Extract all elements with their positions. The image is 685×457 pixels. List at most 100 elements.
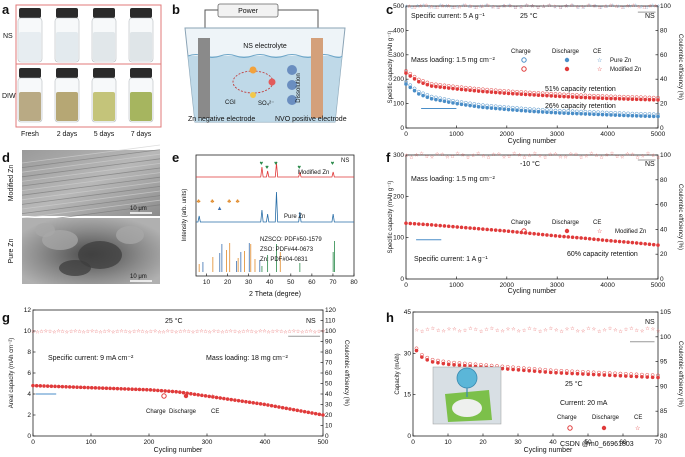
f-ce-pt-25: ☆ <box>533 151 538 157</box>
g-ce-pt-50: ☆ <box>241 329 246 335</box>
c-pure-charge-pt-49 <box>613 111 618 115</box>
f-discharge-pt-39 <box>570 235 575 240</box>
h-charge-pt-17 <box>505 365 510 369</box>
c-pure-charge-pt-23 <box>502 105 507 109</box>
c-mod-charge-pt-50 <box>617 94 622 99</box>
g-discharge-pt-70 <box>288 407 292 411</box>
g-discharge-pt-68 <box>280 405 285 410</box>
f-discharge-pt-32 <box>540 232 545 237</box>
panel-a-frame <box>15 4 162 128</box>
c-pure-ce-pt-36: ☆ <box>610 3 615 9</box>
f-ytick-label-1: 100 <box>393 235 404 242</box>
g-y2tick-label-9: 90 <box>325 339 333 346</box>
g-ce-pt-67: ☆ <box>313 329 318 335</box>
panel-c-ylabel: Specific capacity (mAh g⁻¹) <box>388 31 394 104</box>
g-discharge-pt-29 <box>137 387 142 392</box>
h-ce-pt-28: ☆ <box>565 327 570 333</box>
g-y2tick-label-4: 40 <box>325 391 333 398</box>
c-pure-ce-pt-30: ☆ <box>576 5 581 11</box>
h-charge-pt-12 <box>479 362 483 367</box>
f-ytick-label-3: 300 <box>393 152 404 159</box>
g-ce-pt-60: ☆ <box>283 329 288 335</box>
h-xtick-label-5: 50 <box>584 439 592 446</box>
c-mod-charge-pt-51 <box>621 94 626 99</box>
f-discharge-pt-53 <box>630 240 635 245</box>
c-pure-charge-pt-59 <box>656 112 660 117</box>
f-discharge-pt-38 <box>566 235 571 239</box>
panel-g-xlabel: Cycling number <box>154 447 203 454</box>
g-discharge-pt-47 <box>203 394 208 398</box>
f-ce-pt-44: ☆ <box>630 152 635 158</box>
f-ce-pt-16: ☆ <box>486 155 491 161</box>
c-mod-charge-pt-28 <box>523 90 528 95</box>
h-charge-pt-23 <box>538 367 542 372</box>
g-ce-pt-31: ☆ <box>161 329 166 335</box>
vial-liquid-diw-2 <box>93 92 115 121</box>
panel-d-label: d <box>2 150 10 165</box>
g-discharge-pt-35 <box>159 388 164 393</box>
h-xtick-label-6: 60 <box>619 439 627 446</box>
legend-g-charge: Charge <box>146 409 166 415</box>
f-ce-pt-34: ☆ <box>579 155 584 161</box>
c-mod-charge-pt-38 <box>566 92 571 97</box>
h-y2tick-label-4: 100 <box>660 334 671 341</box>
g-ce-pt-51: ☆ <box>245 329 250 335</box>
legend-h-charge-marker <box>567 425 573 431</box>
panel-f-y2label: Coulombic efficiency (%) <box>677 184 683 250</box>
g-ce-pt-66: ☆ <box>308 329 313 335</box>
c-mod-charge-pt-15 <box>468 86 472 90</box>
h-charge-pt-35 <box>602 370 607 375</box>
g-ce-pt-38: ☆ <box>191 329 196 335</box>
g-discharge-pt-49 <box>211 395 215 399</box>
h-ce-pt-30: ☆ <box>576 328 581 334</box>
c-xtick-label-2: 2000 <box>500 131 515 138</box>
c-pure-charge-pt-29 <box>528 107 532 111</box>
c-pure-charge-pt-25 <box>510 105 515 110</box>
f-ce-pt-39: ☆ <box>605 152 610 158</box>
h-xtick-label-2: 20 <box>479 439 487 446</box>
g-discharge-pt-7 <box>56 384 61 389</box>
f-discharge-pt-16 <box>472 226 477 231</box>
neg-electrode-label: Zn negative electrode <box>188 116 255 123</box>
c-pure-charge-pt-14 <box>463 100 468 105</box>
c-mod-ce-pt-3: ☆ <box>424 3 429 9</box>
vial-liquid-ns-3 <box>130 32 152 61</box>
c-pure-ce-pt-16: ☆ <box>496 5 501 11</box>
c-pure-ce-pt-8: ☆ <box>450 5 455 11</box>
h-charge-pt-2 <box>425 355 430 360</box>
legend-f-charge-marker <box>521 228 527 234</box>
h-charge-pt-25 <box>548 368 553 373</box>
h-charge-pt-24 <box>543 367 548 372</box>
c-pure-ce-pt-2: ☆ <box>415 4 420 10</box>
g-y2tick-label-7: 70 <box>325 360 333 367</box>
f-ce-pt-11: ☆ <box>461 153 466 159</box>
inset-photo <box>432 366 502 425</box>
panel-e: e 10 20 30 40 50 60 70 80♥♥♥♥♥♣ ♣ ♣ ♣▲ NS Modified… <box>172 150 358 298</box>
c-mod-ce-pt-30: ☆ <box>575 5 580 11</box>
c-mod-charge-pt-18 <box>481 87 485 92</box>
c-pure-charge-pt-50 <box>617 111 622 115</box>
f-ce-pt-15: ☆ <box>481 154 486 160</box>
c-mod-charge-pt-22 <box>498 88 502 93</box>
g-discharge-pt-32 <box>148 388 153 392</box>
h-y2tick-label-5: 105 <box>660 309 671 316</box>
c-pure-charge-pt-30 <box>532 107 536 112</box>
f-discharge-pt-5 <box>425 222 430 227</box>
g-discharge-pt-79 <box>321 413 325 417</box>
g-ce-pt-4: ☆ <box>48 329 53 335</box>
c-mod-ce-pt-40: ☆ <box>631 3 636 9</box>
h-charge-pt-34 <box>597 370 601 375</box>
f-ce-pt-45: ☆ <box>635 155 640 161</box>
panel-h-current: Current: 20 mA <box>560 400 608 407</box>
c-pure-charge-pt-58 <box>651 112 656 117</box>
legend-g-discharge: Discharge <box>169 409 197 415</box>
h-charge-pt-1 <box>420 353 424 357</box>
g-discharge-pt-28 <box>133 387 138 392</box>
c-mod-ce-pt-24: ☆ <box>541 4 546 10</box>
legend-f-ce-marker: ☆ <box>597 228 602 235</box>
c-mod-charge-pt-40 <box>574 93 579 97</box>
f-ce-pt-8: ☆ <box>445 155 450 161</box>
panel-e-pure-label: Pure Zn <box>284 214 305 220</box>
c-pure-ce-pt-41: ☆ <box>639 5 644 11</box>
h-charge-pt-5 <box>441 359 446 364</box>
